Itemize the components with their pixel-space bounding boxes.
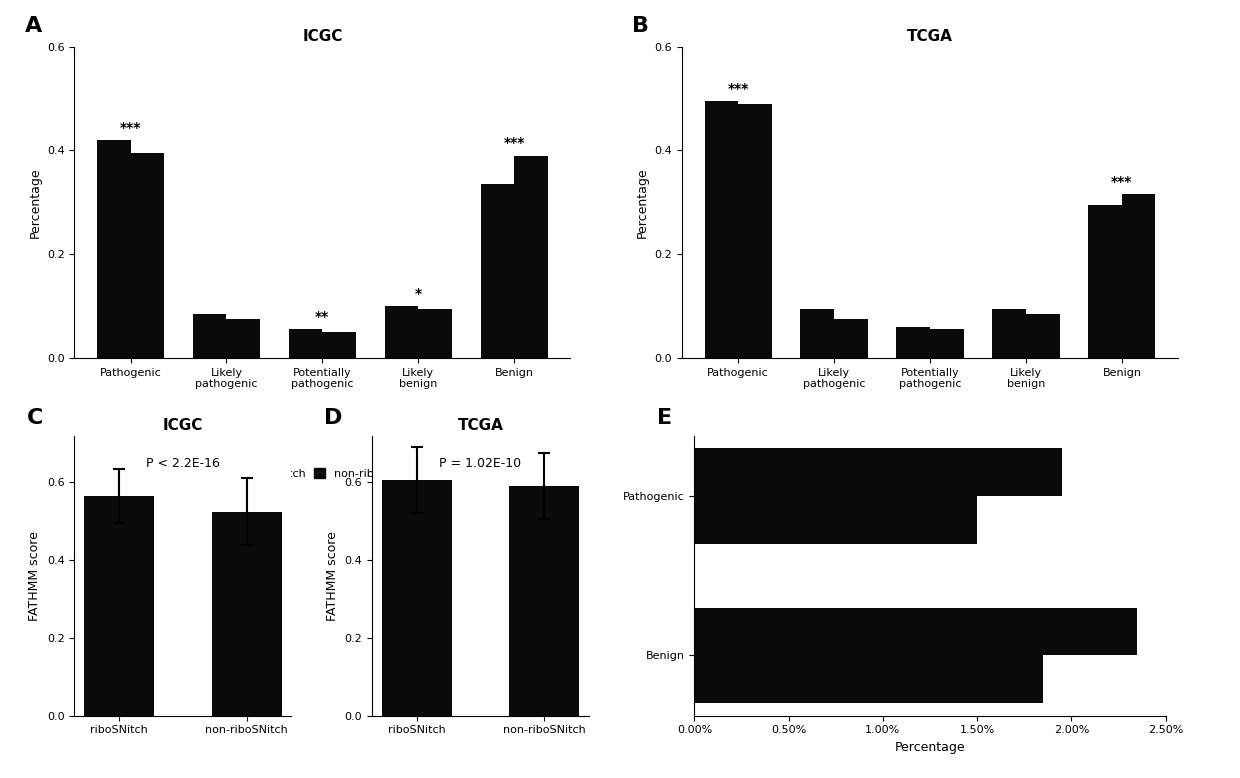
Bar [84,496,154,716]
Bar [992,309,1025,358]
Bar [1025,314,1059,358]
Bar [694,448,1061,496]
Y-axis label: Percentage: Percentage [29,167,41,237]
Bar [510,486,579,716]
Bar [418,309,451,358]
Y-axis label: Percentage: Percentage [636,167,649,237]
Text: ***: *** [728,82,749,96]
Legend: riboSNitch, non-riboSNitch: riboSNitch, non-riboSNitch [223,464,422,483]
Text: ***: *** [1111,175,1132,189]
Bar [897,327,930,358]
Bar [481,184,515,358]
Bar [694,608,1137,655]
Bar [515,156,548,358]
Bar [193,314,227,358]
Y-axis label: FATHMM score: FATHMM score [29,531,41,621]
Text: *: * [414,287,422,301]
Bar [384,306,418,358]
Bar [835,319,868,358]
Bar [930,329,963,358]
Bar [1122,194,1156,358]
Text: P = 1.02E-10: P = 1.02E-10 [439,457,522,470]
Title: ICGC: ICGC [162,418,203,433]
Bar [704,101,738,358]
Text: ***: *** [503,136,525,150]
Bar [322,332,356,358]
X-axis label: Percentage: Percentage [895,741,965,754]
Text: **: ** [315,310,330,324]
Bar [289,329,322,358]
Text: C: C [26,408,43,428]
Text: A: A [25,16,42,36]
Title: ICGC: ICGC [303,29,342,44]
Text: E: E [657,408,672,428]
Bar [738,103,771,358]
Bar [130,153,164,358]
Legend: riboSNitch, non-riboSNitch: riboSNitch, non-riboSNitch [831,464,1029,483]
Bar [1089,205,1122,358]
Bar [97,140,130,358]
Bar [694,496,977,544]
Text: B: B [632,16,650,36]
Title: TCGA: TCGA [458,418,503,433]
Text: D: D [325,408,342,428]
Bar [694,655,1043,703]
Y-axis label: FATHMM score: FATHMM score [326,531,339,621]
Text: P < 2.2E-16: P < 2.2E-16 [146,457,219,470]
Text: ***: *** [120,121,141,135]
Bar [382,481,451,716]
Bar [212,512,281,716]
Bar [801,309,835,358]
Title: TCGA: TCGA [908,29,952,44]
Bar [227,319,260,358]
